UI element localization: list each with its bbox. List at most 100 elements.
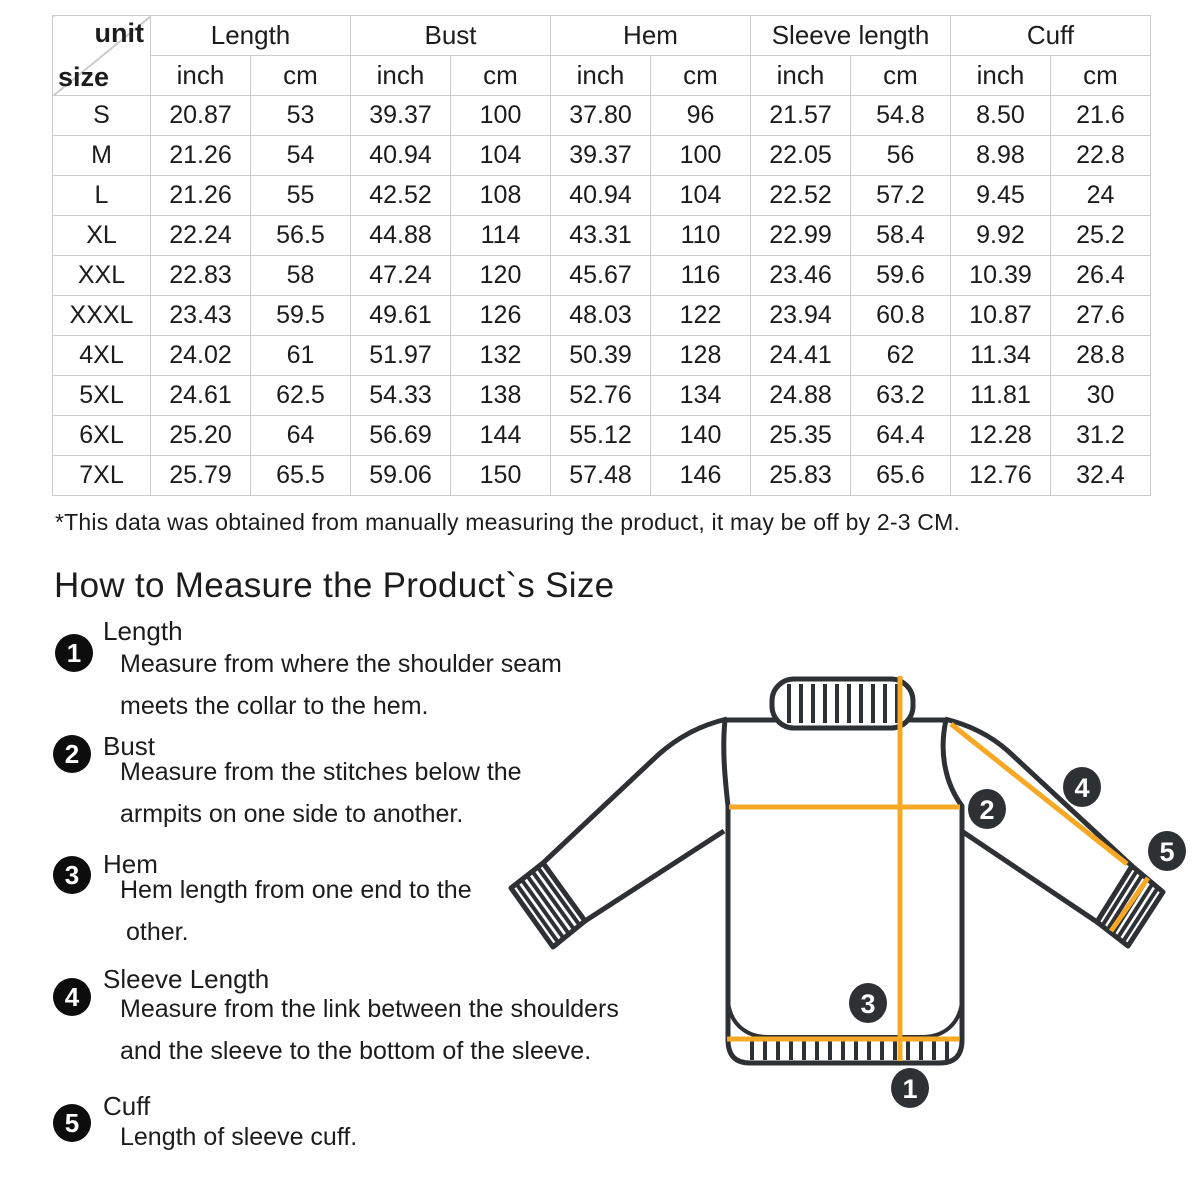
value-cell: 110 [650,215,751,256]
value-cell: 37.80 [550,95,651,136]
item-number-badge: 1 [55,634,93,672]
value-cell: 57.48 [550,455,651,496]
value-cell: 120 [450,255,551,296]
value-cell: 24 [1050,175,1151,216]
value-cell: 47.24 [350,255,451,296]
value-cell: 20.87 [150,95,251,136]
item-desc-line: other. [126,918,189,946]
collar-ribbing [787,684,899,723]
item-desc-line: meets the collar to the hem. [120,692,429,720]
svg-text:1: 1 [902,1074,917,1104]
item-desc-line: Measure from the link between the should… [120,995,619,1023]
value-cell: 30 [1050,375,1151,416]
left-cuff-ribbing [514,865,582,944]
value-cell: 32.4 [1050,455,1151,496]
diagram-badge-sleeve: 4 [1063,767,1101,807]
value-cell: 26.4 [1050,255,1151,296]
value-cell: 12.76 [950,455,1051,496]
value-cell: 24.61 [150,375,251,416]
value-cell: 62 [850,335,951,376]
value-cell: 65.5 [250,455,351,496]
value-cell: 11.81 [950,375,1051,416]
item-desc-line: and the sleeve to the bottom of the slee… [120,1037,592,1065]
value-cell: 21.26 [150,135,251,176]
size-cell: 4XL [52,335,151,376]
value-cell: 45.67 [550,255,651,296]
unit-header: inch [550,55,651,96]
size-cell: S [52,95,151,136]
value-cell: 64 [250,415,351,456]
hem-ribbing [750,1039,949,1060]
value-cell: 27.6 [1050,295,1151,336]
value-cell: 23.46 [750,255,851,296]
svg-text:5: 5 [1159,837,1174,867]
item-title: Cuff [103,1091,151,1121]
value-cell: 42.52 [350,175,451,216]
size-chart-table: unit size Length Bust Hem Sleeve length Cuff… [52,15,1151,496]
unit-header: cm [1050,55,1151,96]
size-cell: M [52,135,151,176]
table-row: 4XL 24.02 61 51.97 132 50.39 128 24.41 62 11.34 28… [52,335,1151,376]
size-cell: XXL [52,255,151,296]
table-row: S 20.87 53 39.37 100 37.80 96 21.57 54.8 8.50 21.6 [52,95,1151,136]
how-to-heading: How to Measure the Product`s Size [54,566,615,605]
unit-header: inch [950,55,1051,96]
value-cell: 54 [250,135,351,176]
sweater-body [721,717,965,1066]
item-title: Sleeve Length [103,964,270,994]
group-header: Length [150,15,351,56]
value-cell: 10.87 [950,295,1051,336]
item-desc-line: Measure from the stitches below the [120,758,522,786]
value-cell: 8.50 [950,95,1051,136]
table-row: L 21.26 55 42.52 108 40.94 104 22.52 57.2 9.45 24 [52,175,1151,216]
table-unit-header-row: inch cm inch cm inch cm inch cm inch cm [53,55,1151,96]
size-cell: 6XL [52,415,151,456]
item-number-badge: 5 [53,1104,91,1142]
item-desc-line: armpits on one side to another. [120,800,464,828]
value-cell: 56.5 [250,215,351,256]
size-cell: 5XL [52,375,151,416]
value-cell: 126 [450,295,551,336]
table-row: 7XL 25.79 65.5 59.06 150 57.48 146 25.83 65.6 12.… [52,455,1151,496]
value-cell: 11.34 [950,335,1051,376]
left-sleeve [540,716,728,924]
size-cell: XXXL [52,295,151,336]
value-cell: 28.8 [1050,335,1151,376]
unit-header: inch [350,55,451,96]
value-cell: 104 [650,175,751,216]
value-cell: 25.20 [150,415,251,456]
value-cell: 31.2 [1050,415,1151,456]
corner-size-label: size [58,62,110,92]
value-cell: 60.8 [850,295,951,336]
value-cell: 59.6 [850,255,951,296]
item-number-badge: 2 [53,735,91,773]
value-cell: 39.37 [550,135,651,176]
item-desc-line: Hem length from one end to the [120,876,472,904]
sleeve-measure-line [949,722,1129,866]
value-cell: 24.02 [150,335,251,376]
value-cell: 56.69 [350,415,451,456]
value-cell: 8.98 [950,135,1051,176]
diagram-badge-hem: 3 [849,983,887,1023]
diagram-badge-bust: 2 [968,789,1006,829]
value-cell: 150 [450,455,551,496]
diagram-badge-cuff: 5 [1148,831,1186,871]
measurement-note: *This data was obtained from manually me… [55,509,961,535]
value-cell: 61 [250,335,351,376]
item-desc-line: Measure from where the shoulder seam [120,650,562,678]
value-cell: 128 [650,335,751,376]
table-group-header-row: unit size Length Bust Hem Sleeve length Cuff [52,15,1151,96]
corner-unit-label: unit [94,18,144,48]
diagram-badge-length: 1 [891,1068,929,1108]
value-cell: 132 [450,335,551,376]
value-cell: 54.8 [850,95,951,136]
value-cell: 100 [450,95,551,136]
value-cell: 59.06 [350,455,451,496]
value-cell: 59.5 [250,295,351,336]
value-cell: 122 [650,295,751,336]
item-number-badge: 4 [53,978,91,1016]
value-cell: 40.94 [550,175,651,216]
svg-text:4: 4 [1074,773,1089,803]
value-cell: 21.26 [150,175,251,216]
value-cell: 25.79 [150,455,251,496]
